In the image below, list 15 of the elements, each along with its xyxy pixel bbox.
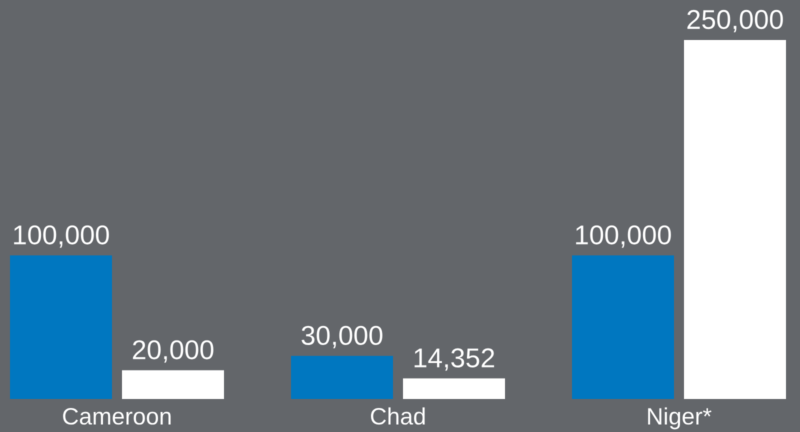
bar [572, 255, 674, 399]
x-tick-label: Cameroon [63, 408, 171, 425]
bar [684, 40, 786, 399]
bar [403, 378, 505, 399]
data-label: 20,000 [132, 340, 214, 363]
x-tick-label: Chad [370, 407, 425, 425]
x-tick-label: Niger* [648, 407, 712, 430]
bar [291, 356, 393, 399]
data-label: 250,000 [687, 10, 783, 32]
data-label: 100,000 [576, 225, 671, 248]
data-label: 14,352 [414, 348, 494, 371]
bar [122, 370, 224, 399]
data-label: 100,000 [14, 225, 109, 248]
data-label: 30,000 [302, 326, 382, 348]
bar [10, 255, 112, 399]
